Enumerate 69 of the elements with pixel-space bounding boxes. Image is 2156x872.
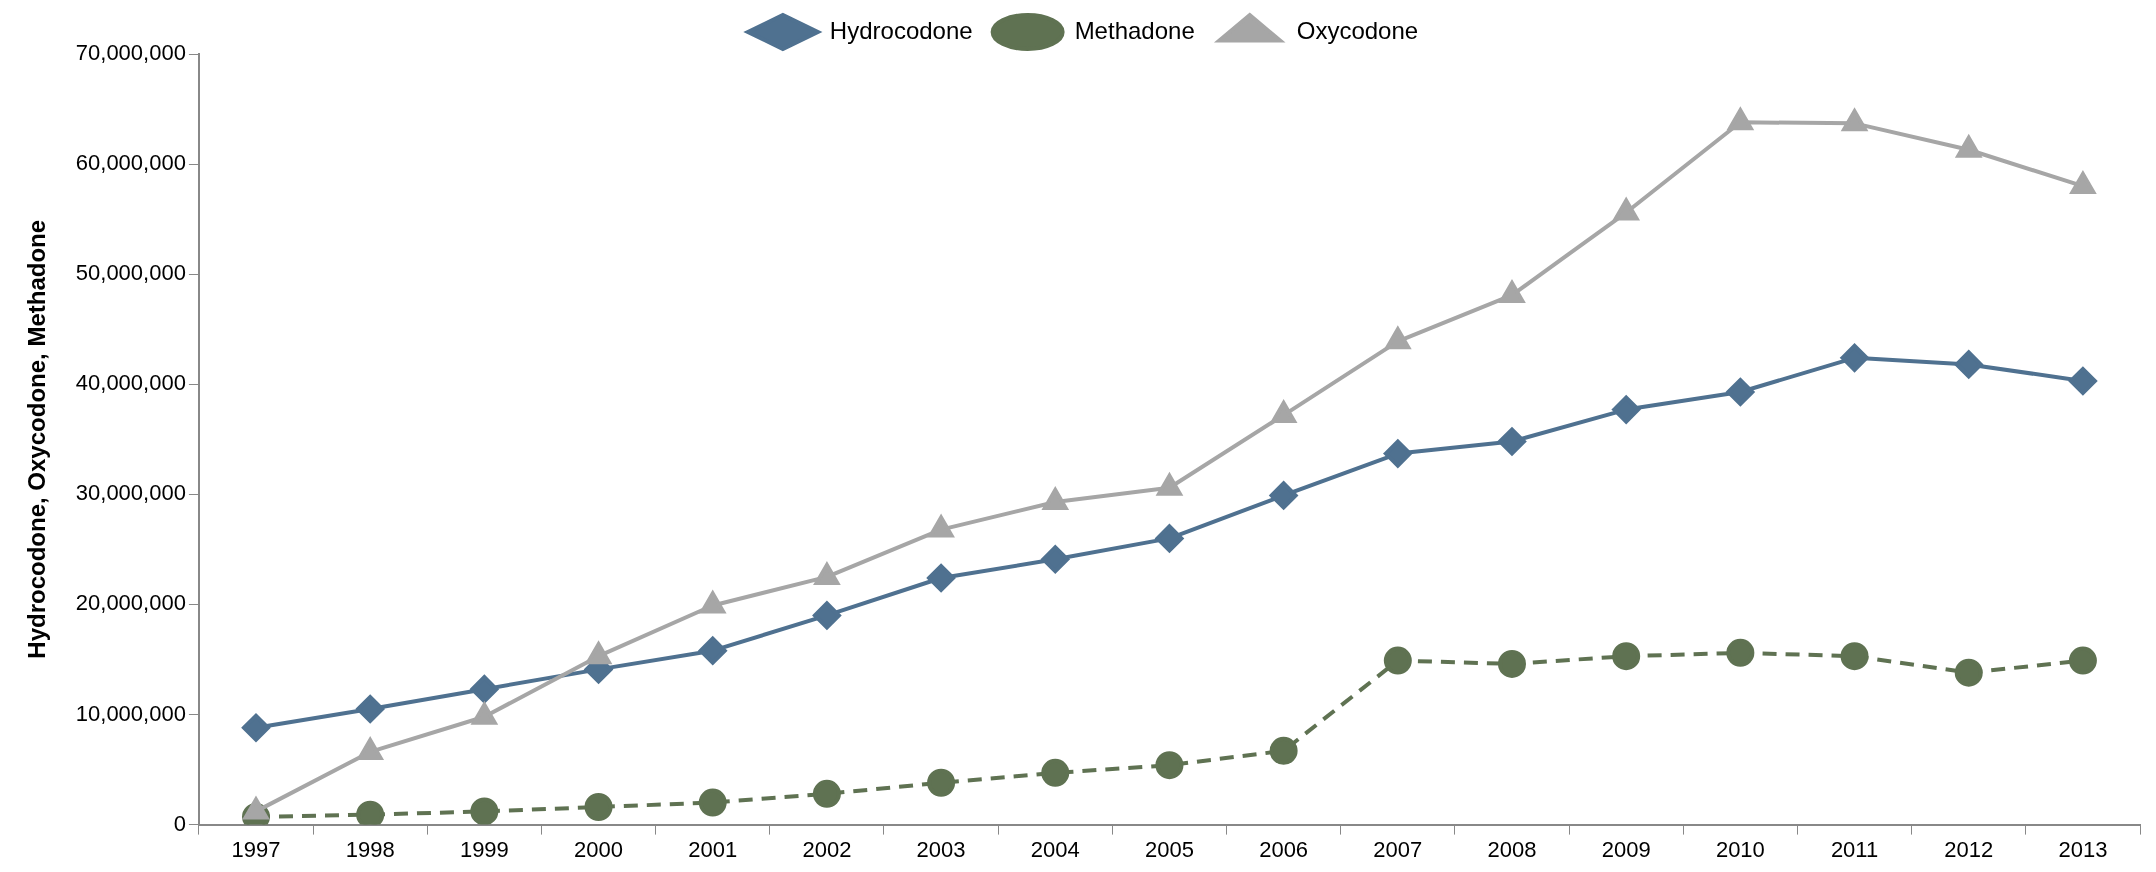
point <box>1155 751 1184 780</box>
point <box>812 601 841 630</box>
x-tick-label: 1997 <box>231 836 281 862</box>
y-tick-label: 40,000,000 <box>75 370 186 396</box>
y-axis-title: Hydrocodone, Oxycodone, Methadone <box>23 219 51 659</box>
x-tick-label: 1999 <box>459 836 509 862</box>
x-tick-label: 2007 <box>1373 836 1423 862</box>
point <box>2068 646 2097 675</box>
x-tick-label: 2012 <box>1944 836 1994 862</box>
x-tick-label: 2009 <box>1601 836 1651 862</box>
point <box>1042 488 1068 511</box>
point <box>1271 401 1297 424</box>
x-tick-label: 2008 <box>1487 836 1537 862</box>
point <box>927 564 956 593</box>
point <box>2068 366 2097 395</box>
y-tick-label: 60,000,000 <box>75 150 186 176</box>
legend-label: Methadone <box>1074 16 1195 44</box>
point <box>698 788 727 817</box>
point <box>1498 649 1526 678</box>
y-tick-label: 0 <box>173 810 186 836</box>
point <box>1726 638 1755 667</box>
point <box>927 768 956 797</box>
x-tick-label: 2003 <box>916 836 966 862</box>
legend-label: Hydrocodone <box>829 16 973 44</box>
point <box>1727 108 1753 131</box>
point <box>1385 327 1411 350</box>
point <box>1041 545 1070 574</box>
point <box>1954 350 1983 379</box>
point <box>242 713 270 742</box>
x-tick-label: 2000 <box>574 836 624 862</box>
x-tick-label: 2005 <box>1144 836 1194 862</box>
point <box>1383 646 1412 675</box>
x-tick-label: 2001 <box>688 836 738 862</box>
x-tick-label: 2006 <box>1259 836 1309 862</box>
x-tick-label: 2010 <box>1715 836 1765 862</box>
x-tick-label: 2002 <box>802 836 852 862</box>
point <box>356 695 385 724</box>
x-tick-label: 2011 <box>1830 836 1879 862</box>
point <box>1840 343 1869 372</box>
point <box>1155 524 1184 553</box>
y-tick-label: 10,000,000 <box>75 700 186 726</box>
x-tick-label: 2004 <box>1030 836 1080 862</box>
point <box>1954 658 1983 687</box>
point <box>584 792 613 821</box>
point <box>1499 281 1525 304</box>
point <box>1840 642 1869 671</box>
point <box>698 636 727 665</box>
point <box>1956 135 1982 158</box>
point <box>1612 642 1641 671</box>
point <box>1612 196 1640 221</box>
y-tick-label: 50,000,000 <box>75 260 186 286</box>
legend-label: Oxycodone <box>1296 16 1419 44</box>
y-tick-label: 70,000,000 <box>75 40 186 66</box>
point <box>470 797 499 825</box>
y-tick-label: 20,000,000 <box>75 590 186 616</box>
point <box>2070 172 2096 195</box>
point <box>1041 758 1070 787</box>
point <box>1726 377 1755 406</box>
x-tick-label: 2013 <box>2058 836 2108 862</box>
y-tick-label: 30,000,000 <box>75 480 186 506</box>
point <box>812 779 841 808</box>
point <box>1269 736 1298 765</box>
point <box>1383 439 1412 468</box>
point <box>470 675 499 704</box>
point <box>1498 427 1526 456</box>
point <box>1842 109 1867 132</box>
point <box>1269 481 1298 510</box>
x-tick-label: 1998 <box>345 836 395 862</box>
point <box>1612 395 1641 424</box>
